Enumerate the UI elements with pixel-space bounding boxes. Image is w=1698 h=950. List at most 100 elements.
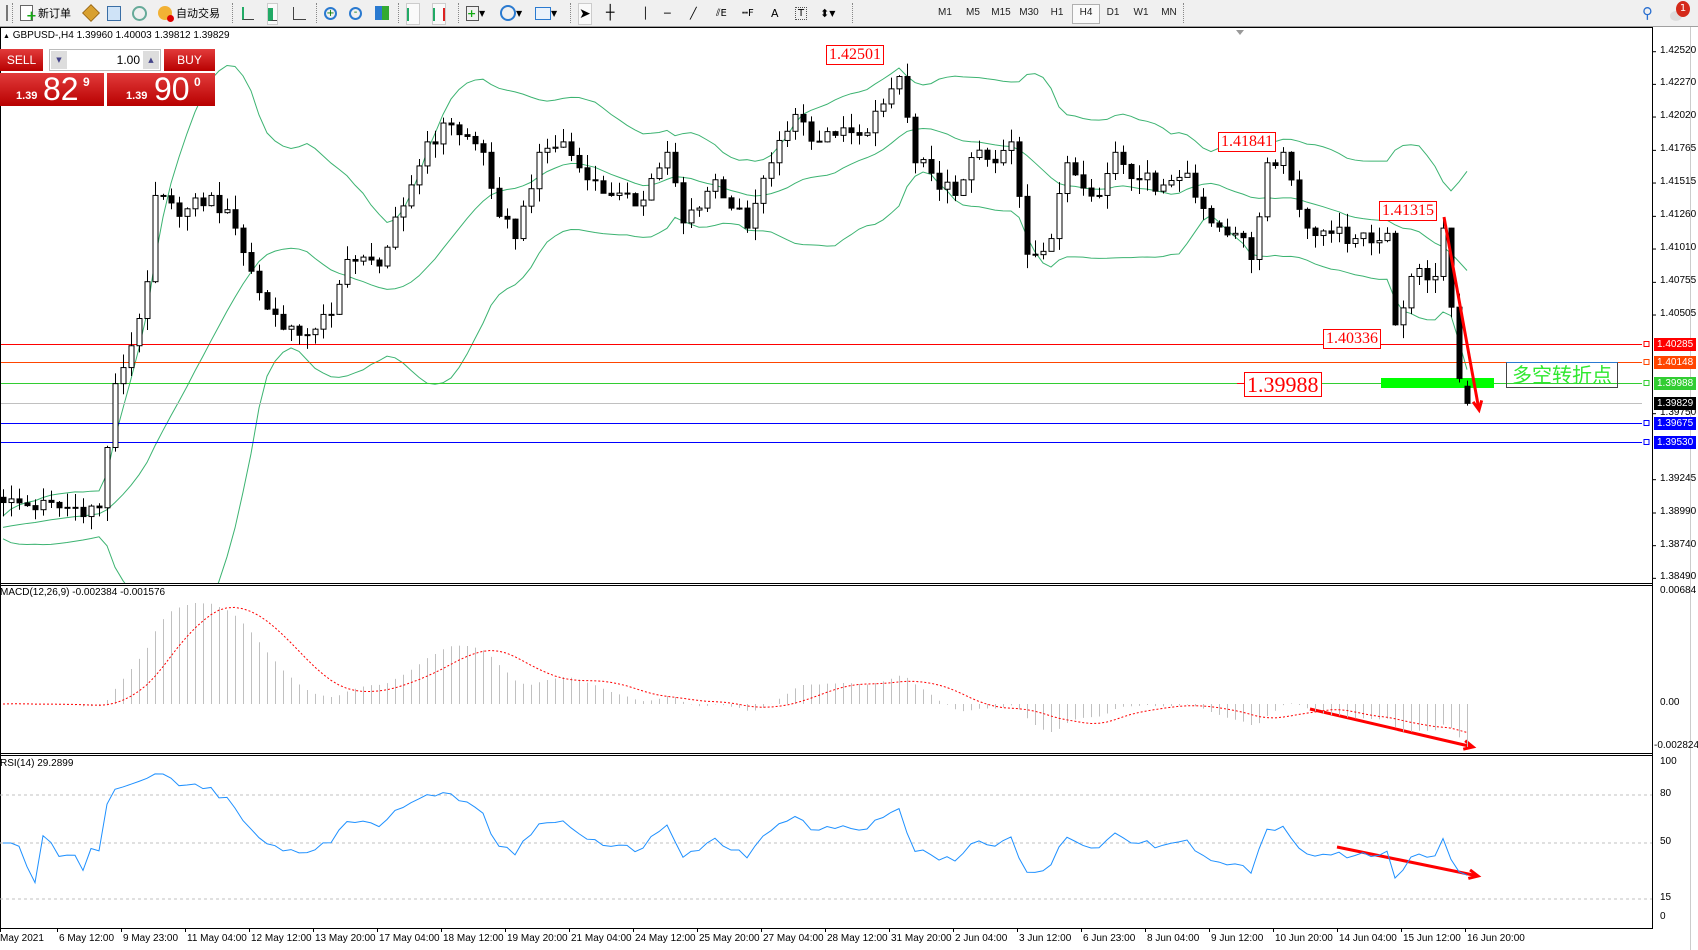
timeframe-m30[interactable]: M30 xyxy=(1019,7,1039,18)
bullish-candle-body xyxy=(1408,275,1415,309)
time-axis-label: 16 Jun 20:00 xyxy=(1467,933,1525,944)
candle xyxy=(528,174,535,214)
timeframe-d1[interactable]: D1 xyxy=(1106,7,1120,18)
candlestick-chart-button[interactable] xyxy=(267,3,278,25)
macd-label: MACD(12,26,9) -0.002384 -0.001576 xyxy=(0,587,166,598)
bollinger-middle-band xyxy=(2,127,1468,528)
candle xyxy=(1216,220,1223,232)
sell-price-button[interactable]: 1.39 82 9 xyxy=(0,71,104,107)
buy-button[interactable]: BUY xyxy=(164,49,215,71)
candle xyxy=(1232,226,1239,239)
bullish-candle-body xyxy=(384,246,391,267)
price-label[interactable]: 1.40336 xyxy=(1323,329,1381,349)
bearish-candle-body xyxy=(1016,141,1023,197)
templates-button[interactable]: ▼ xyxy=(535,3,557,23)
bullish-candle-body xyxy=(976,149,983,159)
zoom-in-button[interactable]: + xyxy=(324,3,337,23)
navigator-button[interactable] xyxy=(132,3,147,23)
bullish-candle-body xyxy=(792,113,799,132)
sell-price-prefix: 1.39 xyxy=(16,90,38,102)
price-label-high[interactable]: 1.42501 xyxy=(826,45,884,65)
text-label-button[interactable]: T xyxy=(795,3,808,23)
lot-decrease-button[interactable]: ▼ xyxy=(51,51,67,69)
timeframe-m15[interactable]: M15 xyxy=(991,7,1011,18)
bearish-candle-body xyxy=(80,506,87,518)
bullish-candle-body xyxy=(704,190,711,209)
lot-size-input[interactable]: 1.00 xyxy=(116,53,140,67)
bearish-candle-body xyxy=(1272,162,1279,167)
auto-scroll-button[interactable] xyxy=(406,3,420,25)
fibonacci-button[interactable]: ┅F xyxy=(742,3,754,23)
line-chart-button[interactable] xyxy=(293,3,306,23)
crosshair-button[interactable]: ┼ xyxy=(606,3,614,23)
timeframe-m5[interactable]: M5 xyxy=(966,7,980,18)
bullish-candle-body xyxy=(8,498,15,504)
chart-shift-button[interactable] xyxy=(432,3,446,25)
bearish-candle-body xyxy=(32,505,39,511)
bullish-candle-body xyxy=(880,103,887,112)
timeframe-w1[interactable]: W1 xyxy=(1133,7,1149,18)
bearish-candle-body xyxy=(592,179,599,182)
time-axis-label: 10 Jun 20:00 xyxy=(1275,933,1333,944)
vertical-line-button[interactable]: │ xyxy=(642,3,649,23)
price-label[interactable]: 1.41315 xyxy=(1379,201,1437,221)
timeframe-m1[interactable]: M1 xyxy=(938,7,952,18)
equidistant-channel-button[interactable]: ⫽E xyxy=(716,3,727,23)
bearish-candle-body xyxy=(1368,232,1375,244)
partial-icon[interactable] xyxy=(0,3,8,23)
buy-price-button[interactable]: 1.39 90 0 xyxy=(107,71,215,107)
candle xyxy=(400,197,407,232)
cursor-button[interactable]: ➤ xyxy=(578,3,592,25)
candle xyxy=(488,142,495,199)
time-axis-label: 25 May 20:00 xyxy=(699,933,760,944)
data-window-button[interactable] xyxy=(107,3,121,23)
new-order-button[interactable]: + 新订单 xyxy=(20,3,71,23)
bearish-candle-body xyxy=(488,151,495,189)
bullish-candle-body xyxy=(1232,232,1239,236)
search-button[interactable]: ⚲ xyxy=(1642,3,1653,23)
candle xyxy=(568,132,575,162)
indicators-button[interactable]: + ▼ xyxy=(466,5,486,21)
candle xyxy=(1288,151,1295,186)
timeframe-mn[interactable]: MN xyxy=(1161,7,1177,18)
bullish-candle-body xyxy=(1160,184,1167,192)
pivot-price-label[interactable]: 1.39988 xyxy=(1244,372,1322,397)
auto-trading-button[interactable]: 自动交易 xyxy=(158,3,220,23)
bar-chart-button[interactable] xyxy=(242,3,254,23)
lot-increase-button[interactable]: ▲ xyxy=(143,51,159,69)
text-icon: A xyxy=(771,6,779,20)
bearish-candle-body xyxy=(600,180,607,194)
candle xyxy=(1384,227,1391,243)
tile-windows-button[interactable] xyxy=(375,3,389,23)
lot-size-stepper[interactable]: ▼ 1.00 ▲ xyxy=(49,49,161,71)
notifications-button[interactable]: 1 xyxy=(1670,1,1690,23)
timeframe-h4[interactable]: H4 xyxy=(1072,4,1100,24)
price-label[interactable]: 1.41841 xyxy=(1218,132,1276,152)
bollinger-lower-band xyxy=(2,171,1468,583)
bullish-candle-body xyxy=(968,157,975,181)
bearish-candle-body xyxy=(728,197,735,209)
toolbar-separator xyxy=(570,3,572,23)
bearish-candle-body xyxy=(568,141,575,156)
time-axis-label: May 2021 xyxy=(0,933,44,944)
candle xyxy=(1360,232,1367,247)
bullish-candle-body xyxy=(1048,238,1055,252)
candle xyxy=(944,169,951,204)
periods-button[interactable]: ▼ xyxy=(500,3,522,23)
bearish-candle-body xyxy=(1208,207,1215,224)
zoom-out-button[interactable]: - xyxy=(349,3,362,23)
text-button[interactable]: A xyxy=(771,3,779,23)
arrows-button[interactable]: ⬍ ▼ xyxy=(820,6,836,20)
candle xyxy=(688,198,695,229)
pivot-text-box[interactable]: 多空转折点 xyxy=(1506,362,1618,388)
candle xyxy=(1464,380,1471,406)
bearish-candle-body xyxy=(232,209,239,229)
horizontal-line-button[interactable]: ─ xyxy=(664,3,671,23)
bearish-candle-body xyxy=(1088,187,1095,197)
timeframe-h1[interactable]: H1 xyxy=(1050,7,1064,18)
candle xyxy=(1144,160,1151,191)
sell-button[interactable]: SELL xyxy=(0,49,43,71)
trendline-button[interactable]: ╱ xyxy=(690,3,697,23)
candle xyxy=(336,279,343,316)
